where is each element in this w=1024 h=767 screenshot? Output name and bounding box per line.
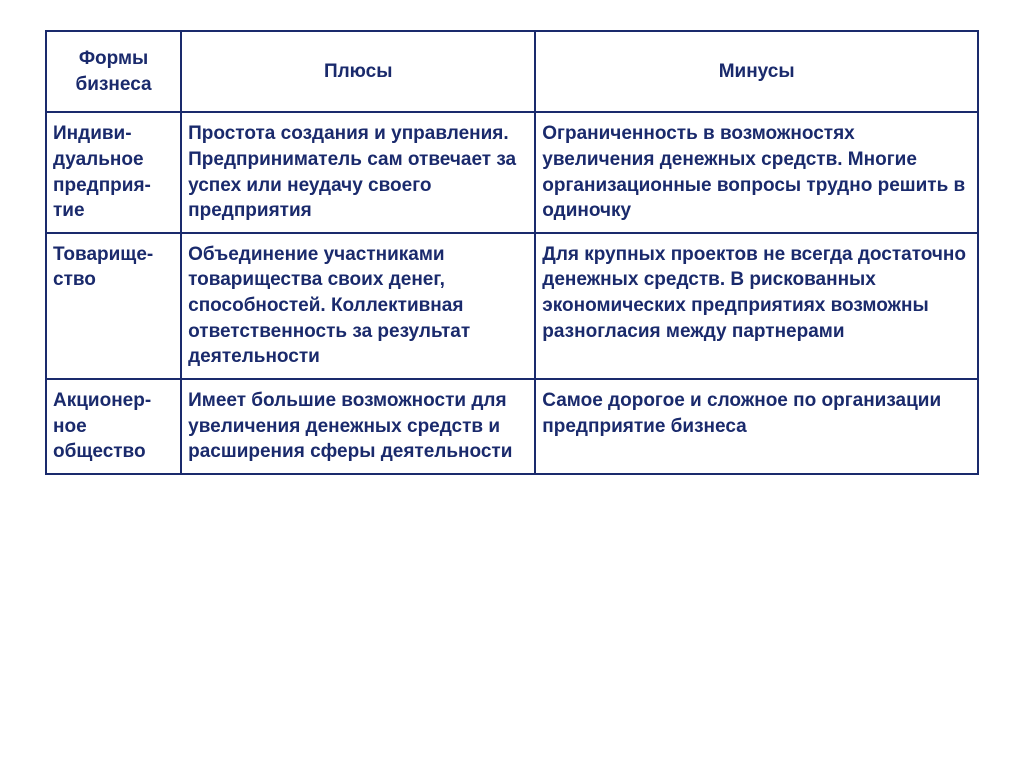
cell-plus: Имеет большие возможности для увеличения… [181, 379, 535, 474]
table-row: Акционер-ное общество Имеет большие возм… [46, 379, 978, 474]
business-forms-table: Формы бизнеса Плюсы Минусы Индиви-дуальн… [45, 30, 979, 475]
cell-form: Индиви-дуальное предприя-тие [46, 112, 181, 233]
cell-plus: Объединение участниками товарищества сво… [181, 233, 535, 379]
cell-form: Акционер-ное общество [46, 379, 181, 474]
table-header-row: Формы бизнеса Плюсы Минусы [46, 31, 978, 112]
cell-form: Товарище-ство [46, 233, 181, 379]
cell-minus: Для крупных проектов не всегда достаточн… [535, 233, 978, 379]
col-header-minus: Минусы [535, 31, 978, 112]
cell-plus: Простота создания и управления. Предприн… [181, 112, 535, 233]
col-header-plus: Плюсы [181, 31, 535, 112]
table-row: Товарище-ство Объединение участниками то… [46, 233, 978, 379]
col-header-form: Формы бизнеса [46, 31, 181, 112]
cell-minus: Ограниченность в возможностях увеличения… [535, 112, 978, 233]
table-row: Индиви-дуальное предприя-тие Простота со… [46, 112, 978, 233]
cell-minus: Самое дорогое и сложное по организации п… [535, 379, 978, 474]
